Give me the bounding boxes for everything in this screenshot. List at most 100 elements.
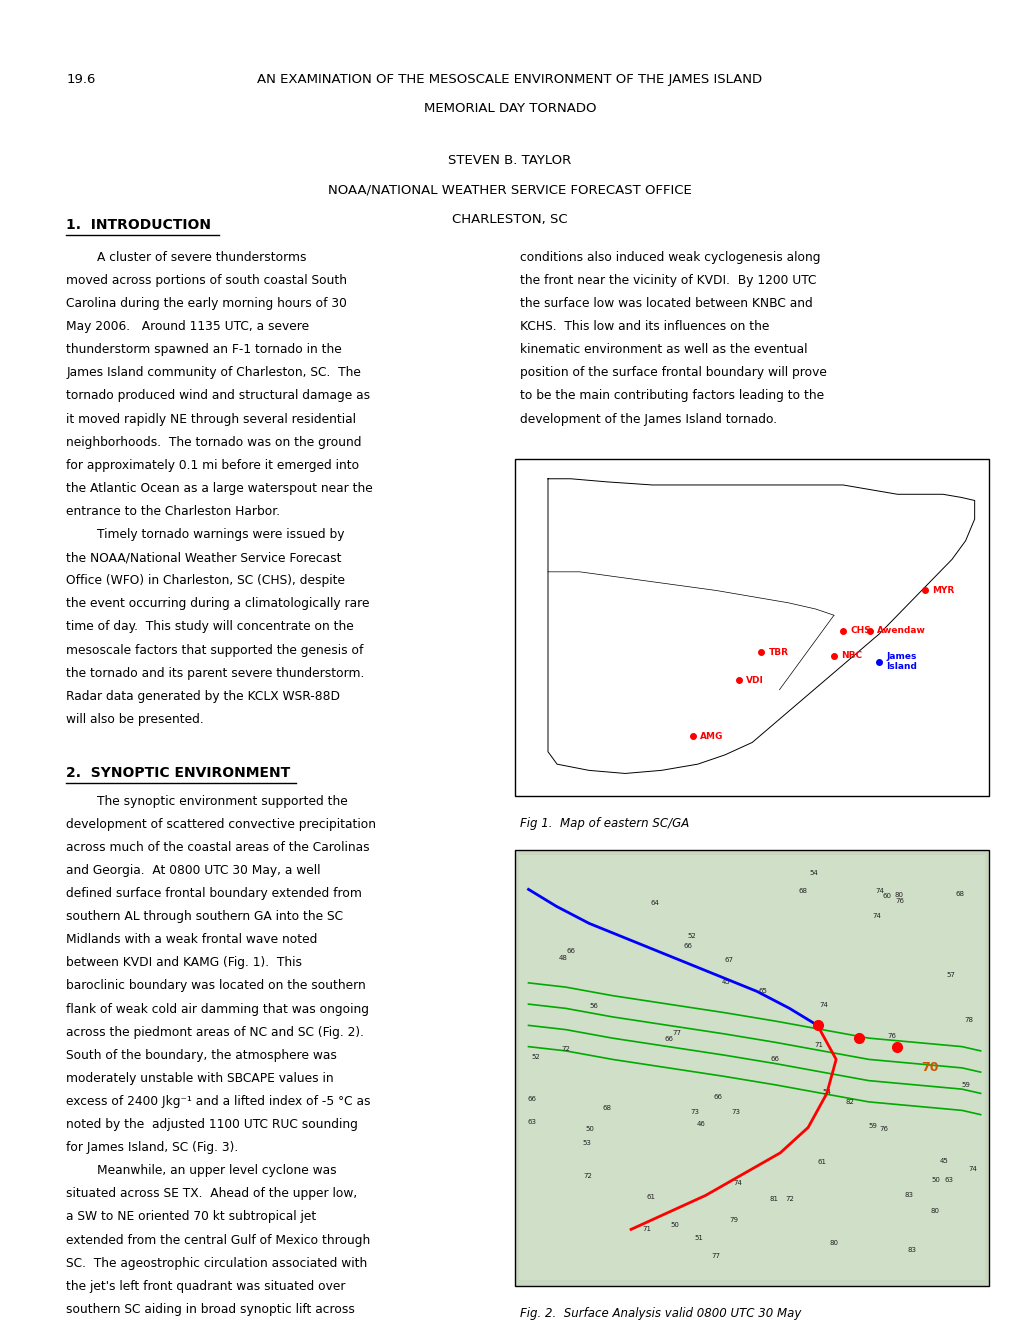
- Text: 45: 45: [721, 979, 730, 985]
- Text: 83: 83: [907, 1247, 916, 1253]
- Text: A cluster of severe thunderstorms: A cluster of severe thunderstorms: [66, 251, 307, 264]
- Text: 50: 50: [585, 1126, 594, 1133]
- Text: southern SC aiding in broad synoptic lift across: southern SC aiding in broad synoptic lif…: [66, 1303, 355, 1316]
- Text: defined surface frontal boundary extended from: defined surface frontal boundary extende…: [66, 887, 362, 900]
- Text: between KVDI and KAMG (Fig. 1).  This: between KVDI and KAMG (Fig. 1). This: [66, 957, 302, 969]
- Text: 83: 83: [904, 1192, 913, 1199]
- Text: South of the boundary, the atmosphere was: South of the boundary, the atmosphere wa…: [66, 1049, 337, 1061]
- Text: 74: 74: [733, 1180, 742, 1187]
- Text: neighborhoods.  The tornado was on the ground: neighborhoods. The tornado was on the gr…: [66, 436, 362, 449]
- Text: 59: 59: [961, 1082, 970, 1088]
- Text: 72: 72: [583, 1172, 592, 1179]
- Text: mesoscale factors that supported the genesis of: mesoscale factors that supported the gen…: [66, 644, 364, 656]
- Text: 54: 54: [808, 870, 817, 875]
- Text: STEVEN B. TAYLOR: STEVEN B. TAYLOR: [448, 154, 571, 168]
- Text: thunderstorm spawned an F-1 tornado in the: thunderstorm spawned an F-1 tornado in t…: [66, 343, 341, 356]
- Text: development of scattered convective precipitation: development of scattered convective prec…: [66, 818, 376, 830]
- Text: 66: 66: [769, 1056, 779, 1063]
- Text: across much of the coastal areas of the Carolinas: across much of the coastal areas of the …: [66, 841, 370, 854]
- Text: 63: 63: [527, 1119, 536, 1125]
- Text: Fig 1.  Map of eastern SC/GA: Fig 1. Map of eastern SC/GA: [520, 817, 689, 830]
- Text: it moved rapidly NE through several residential: it moved rapidly NE through several resi…: [66, 413, 356, 425]
- Text: 76: 76: [887, 1034, 896, 1039]
- Text: 76: 76: [895, 898, 904, 904]
- Text: 71: 71: [641, 1226, 650, 1233]
- Text: 74: 74: [871, 913, 880, 920]
- Text: southern AL through southern GA into the SC: southern AL through southern GA into the…: [66, 911, 343, 923]
- Text: NOAA/NATIONAL WEATHER SERVICE FORECAST OFFICE: NOAA/NATIONAL WEATHER SERVICE FORECAST O…: [328, 183, 691, 197]
- Text: Awendaw: Awendaw: [876, 626, 925, 635]
- Text: 54: 54: [822, 1089, 830, 1094]
- Text: the NOAA/National Weather Service Forecast: the NOAA/National Weather Service Foreca…: [66, 552, 341, 564]
- Text: James Island community of Charleston, SC.  The: James Island community of Charleston, SC…: [66, 367, 361, 379]
- Text: 77: 77: [710, 1253, 719, 1259]
- Text: MEMORIAL DAY TORNADO: MEMORIAL DAY TORNADO: [423, 102, 596, 115]
- Text: the front near the vicinity of KVDI.  By 1200 UTC: the front near the vicinity of KVDI. By …: [520, 275, 816, 286]
- Text: flank of weak cold air damming that was ongoing: flank of weak cold air damming that was …: [66, 1003, 369, 1015]
- Text: 74: 74: [967, 1166, 976, 1172]
- Text: will also be presented.: will also be presented.: [66, 713, 204, 726]
- Bar: [515, 850, 988, 1286]
- Text: 82: 82: [845, 1100, 854, 1105]
- Text: situated across SE TX.  Ahead of the upper low,: situated across SE TX. Ahead of the uppe…: [66, 1188, 358, 1200]
- Text: The synoptic environment supported the: The synoptic environment supported the: [66, 795, 347, 808]
- Text: baroclinic boundary was located on the southern: baroclinic boundary was located on the s…: [66, 979, 366, 993]
- Text: 59: 59: [868, 1123, 876, 1130]
- Text: 66: 66: [527, 1096, 536, 1102]
- Text: 53: 53: [582, 1139, 591, 1146]
- Text: excess of 2400 Jkg⁻¹ and a lifted index of -5 °C as: excess of 2400 Jkg⁻¹ and a lifted index …: [66, 1096, 371, 1107]
- Text: 68: 68: [602, 1105, 611, 1110]
- Text: 78: 78: [964, 1016, 972, 1023]
- Text: a SW to NE oriented 70 kt subtropical jet: a SW to NE oriented 70 kt subtropical je…: [66, 1210, 316, 1224]
- Text: Office (WFO) in Charleston, SC (CHS), despite: Office (WFO) in Charleston, SC (CHS), de…: [66, 574, 345, 587]
- Text: 46: 46: [696, 1121, 704, 1126]
- Text: for James Island, SC (Fig. 3).: for James Island, SC (Fig. 3).: [66, 1140, 238, 1154]
- Text: 61: 61: [817, 1159, 826, 1166]
- Text: moved across portions of south coastal South: moved across portions of south coastal S…: [66, 275, 346, 286]
- Text: position of the surface frontal boundary will prove: position of the surface frontal boundary…: [520, 367, 826, 379]
- Text: 51: 51: [694, 1234, 703, 1241]
- Text: 65: 65: [758, 989, 767, 994]
- Bar: [519, 855, 984, 1280]
- Text: TBR: TBR: [767, 648, 788, 657]
- Text: CHS: CHS: [850, 626, 870, 635]
- Text: time of day.  This study will concentrate on the: time of day. This study will concentrate…: [66, 620, 354, 634]
- Text: 76: 76: [878, 1126, 888, 1133]
- Text: for approximately 0.1 mi before it emerged into: for approximately 0.1 mi before it emerg…: [66, 459, 359, 471]
- Text: 57: 57: [946, 972, 954, 978]
- Text: 63: 63: [944, 1177, 953, 1183]
- Text: 66: 66: [712, 1094, 721, 1100]
- Text: 1.  INTRODUCTION: 1. INTRODUCTION: [66, 218, 211, 232]
- Text: moderately unstable with SBCAPE values in: moderately unstable with SBCAPE values i…: [66, 1072, 333, 1085]
- Text: 81: 81: [769, 1196, 779, 1203]
- Text: 66: 66: [663, 1036, 673, 1043]
- Text: 2.  SYNOPTIC ENVIRONMENT: 2. SYNOPTIC ENVIRONMENT: [66, 766, 290, 780]
- Text: conditions also induced weak cyclogenesis along: conditions also induced weak cyclogenesi…: [520, 251, 820, 264]
- Text: 68: 68: [955, 891, 964, 896]
- Text: 48: 48: [557, 956, 567, 961]
- Text: 77: 77: [672, 1030, 681, 1036]
- Text: 19.6: 19.6: [66, 73, 96, 86]
- Bar: [515, 459, 988, 796]
- Text: James
Island: James Island: [886, 652, 916, 672]
- Text: to be the main contributing factors leading to the: to be the main contributing factors lead…: [520, 389, 823, 403]
- Text: AN EXAMINATION OF THE MESOSCALE ENVIRONMENT OF THE JAMES ISLAND: AN EXAMINATION OF THE MESOSCALE ENVIRONM…: [257, 73, 762, 86]
- Text: 72: 72: [560, 1047, 570, 1052]
- Text: 73: 73: [690, 1110, 699, 1115]
- Text: 71: 71: [814, 1043, 822, 1048]
- Text: kinematic environment as well as the eventual: kinematic environment as well as the eve…: [520, 343, 807, 356]
- Text: VDI: VDI: [745, 676, 763, 685]
- Text: 61: 61: [646, 1195, 655, 1200]
- Text: Carolina during the early morning hours of 30: Carolina during the early morning hours …: [66, 297, 346, 310]
- Text: noted by the  adjusted 1100 UTC RUC sounding: noted by the adjusted 1100 UTC RUC sound…: [66, 1118, 358, 1131]
- Text: the Atlantic Ocean as a large waterspout near the: the Atlantic Ocean as a large waterspout…: [66, 482, 373, 495]
- Text: 64: 64: [650, 900, 659, 907]
- Text: 70: 70: [920, 1061, 937, 1074]
- Text: development of the James Island tornado.: development of the James Island tornado.: [520, 413, 776, 425]
- Text: the surface low was located between KNBC and: the surface low was located between KNBC…: [520, 297, 812, 310]
- Text: KCHS.  This low and its influences on the: KCHS. This low and its influences on the: [520, 321, 768, 333]
- Text: CHARLESTON, SC: CHARLESTON, SC: [451, 213, 568, 226]
- Text: 80: 80: [894, 892, 903, 898]
- Text: extended from the central Gulf of Mexico through: extended from the central Gulf of Mexico…: [66, 1234, 370, 1246]
- Text: 66: 66: [567, 948, 575, 954]
